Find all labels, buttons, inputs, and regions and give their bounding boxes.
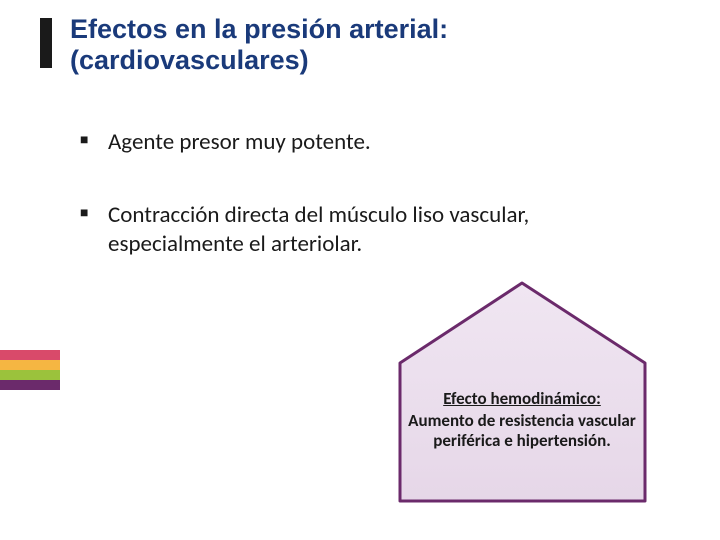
strip-segment xyxy=(0,370,60,380)
strip-segment xyxy=(0,380,60,390)
callout-arrow: Efecto hemodinámico: Aumento de resisten… xyxy=(390,278,655,506)
callout-heading: Efecto hemodinámico: xyxy=(408,388,636,409)
strip-segment xyxy=(0,350,60,360)
callout-text: Efecto hemodinámico: Aumento de resisten… xyxy=(408,388,636,452)
accent-bar xyxy=(40,18,52,68)
decorative-color-strip xyxy=(0,350,60,390)
slide-title: Efectos en la presión arterial: (cardiov… xyxy=(70,14,630,76)
strip-segment xyxy=(0,360,60,370)
bullet-item: Agente presor muy potente. xyxy=(80,128,640,157)
bullet-list: Agente presor muy potente. Contracción d… xyxy=(80,128,640,302)
bullet-item: Contracción directa del músculo liso vas… xyxy=(80,201,640,259)
callout-body: Aumento de resistencia vascular periféri… xyxy=(408,411,636,452)
